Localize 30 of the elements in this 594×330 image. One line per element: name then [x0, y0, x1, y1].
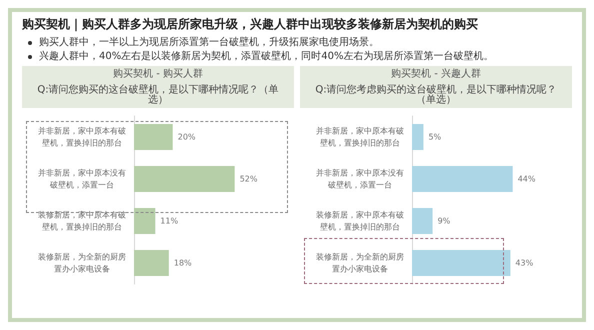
text: 兴趣人群中，40%左右是以装修新居为契机，添置破壁机，同时40%左右为现居所添置第一台破壁机。 — [39, 50, 494, 64]
y-tick-label: 并非新居，家中原本有破壁机，置换掉旧的那台 — [316, 126, 404, 148]
bar — [134, 250, 169, 276]
chart-title: 购买契机 - 购买人群 — [113, 68, 203, 80]
bar — [134, 208, 156, 234]
data-label: 20% — [178, 132, 196, 142]
bar — [134, 124, 173, 150]
bar — [412, 166, 513, 192]
data-label: 18% — [174, 258, 192, 268]
y-tick-label: 并非新居，家中原本没有破壁机，添置一台 — [38, 168, 126, 190]
chart-subtitle: Q:请问您考虑购买的这台破壁机，是以下哪种情况呢？（单选） — [315, 84, 557, 106]
y-tick-label: 并非新居，家中原本没有破壁机，添置一台 — [316, 168, 404, 190]
data-label: 11% — [160, 216, 178, 226]
bar — [412, 208, 433, 234]
bar — [412, 250, 510, 276]
y-tick-label: 装修新居，家中原本有破壁机，置换掉旧的那台 — [316, 210, 404, 232]
data-label: 5% — [428, 132, 442, 142]
data-label: 52% — [240, 174, 258, 184]
chart-subtitle: Q:请问您购买的这台破壁机，是以下哪种情况呢？（单选） — [37, 84, 279, 106]
y-tick-label: 装修新居，为全新的厨房置办小家电设备 — [316, 252, 404, 274]
chart-title: 购买契机 - 兴趣人群 — [391, 68, 481, 80]
data-label: 43% — [515, 258, 534, 268]
data-label: 44% — [518, 174, 536, 184]
bar — [412, 124, 424, 150]
text: 购买契机｜购买人群多为现居所家电升级，兴趣人群中出现较多装修新居为契机的购买 — [22, 16, 479, 33]
y-tick-label: 并非新居，家中原本有破壁机，置换掉旧的那台 — [38, 126, 126, 148]
text: 购买人群中，一半以上为现居所添置第一台破壁机，升级拓展家电使用场景。 — [39, 36, 379, 50]
data-label: 9% — [438, 216, 451, 226]
bar — [134, 166, 235, 192]
y-tick-label: 装修新居，为全新的厨房置办小家电设备 — [38, 252, 126, 274]
